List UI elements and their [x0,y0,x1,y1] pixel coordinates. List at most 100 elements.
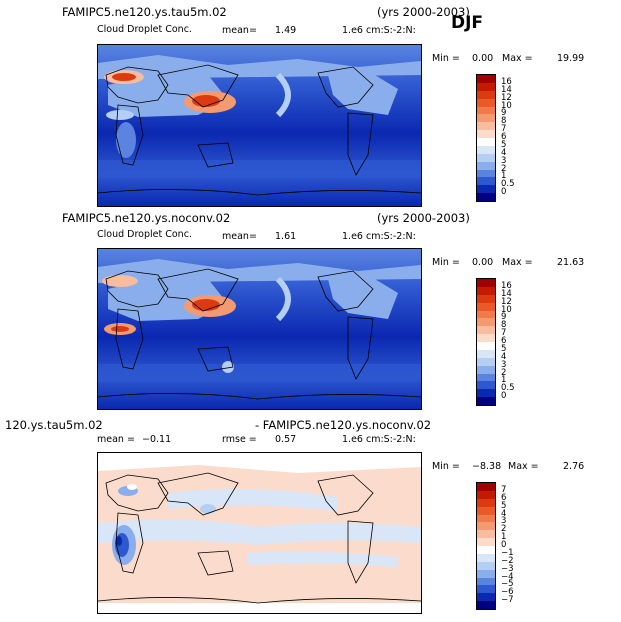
colorbar-tick-label: 2 [501,524,507,535]
colorbar-swatch [477,153,495,162]
colorbar-tick-label: 5 [501,343,507,354]
panel3-rmse-value: 0.57 [275,434,297,445]
colorbar-swatch [477,286,495,295]
colorbar-tick-label: 2 [501,367,507,378]
colorbar-swatch [477,342,495,350]
panel1-max-value: 19.99 [557,53,585,64]
panel2-var-name: Cloud Droplet Conc. [97,229,192,240]
colorbar-tick-label: 2 [501,163,507,174]
colorbar-swatch [477,279,495,287]
panel2-map [97,248,422,410]
colorbar-tick-label: 1 [501,375,507,386]
colorbar-tick-label: 6 [501,132,507,142]
colorbar-swatch [477,490,495,499]
panel1-case-title: FAMIPC5.ne120.ys.tau5m.02 [62,5,227,19]
colorbar-tick-label: 5 [501,500,507,511]
panel1-units: 1.e6 cm:S:-2:N: [342,25,416,36]
colorbar-tick-label: 3 [501,516,507,527]
panel3-rmse-label: rmse = [222,434,257,445]
colorbar-tick-label: 1 [501,171,507,182]
colorbar-swatch [477,601,495,609]
panel2-min-value: 0.00 [472,257,494,268]
colorbar-swatch [477,318,495,327]
panel2-years: (yrs 2000-2003) [377,211,470,225]
colorbar-swatch [477,585,495,594]
colorbar-swatch [477,98,495,107]
colorbar-tick-label: −4 [501,571,514,582]
colorbar-swatch [477,389,495,398]
colorbar-tick-label: 0.5 [501,179,515,190]
colorbar-tick-label: −5 [501,579,514,590]
colorbar-swatch [477,82,495,91]
colorbar-swatch [477,365,495,374]
colorbar-tick-label: −1 [501,547,514,558]
colorbar-tick-label: 16 [501,280,512,291]
panel3-min-value: −8.38 [472,461,502,472]
panel1-years: (yrs 2000-2003) [377,5,470,19]
colorbar-tick-label: 9 [501,108,507,119]
colorbar-swatch [477,561,495,570]
panel1-var-name: Cloud Droplet Conc. [97,24,192,35]
colorbar-swatch [477,169,495,178]
colorbar-tick-label: 12 [501,296,512,307]
colorbar-swatch [477,397,495,405]
colorbar-tick-label: −6 [501,587,514,598]
colorbar-swatch [477,326,495,335]
colorbar-swatch [477,130,495,138]
colorbar-tick-label: 12 [501,92,512,103]
colorbar-tick-label: −2 [501,555,514,566]
colorbar-tick-label: 0.5 [501,383,515,394]
colorbar-tick-label: 1 [501,532,507,543]
colorbar-tick-label: 0 [501,187,507,198]
panel2-mean-label: mean= [222,231,257,242]
colorbar-swatch [477,122,495,131]
colorbar-tick-label: 10 [501,304,512,315]
colorbar-swatch [477,334,495,342]
colorbar-swatch [477,553,495,562]
colorbar-swatch [477,138,495,146]
colorbar-swatch [477,145,495,154]
colorbar-swatch [477,302,495,311]
panel3-subtract-title: - FAMIPC5.ne120.ys.noconv.02 [255,418,432,432]
panel3-colorbar [476,482,496,610]
colorbar-tick-label: 9 [501,312,507,323]
colorbar-tick-label: 0 [501,391,507,402]
colorbar-swatch [477,310,495,319]
panel3-mean-value: −0.11 [142,434,172,445]
colorbar-tick-label: 7 [501,328,507,339]
season-label: DJF [451,13,484,33]
colorbar-swatch [477,185,495,194]
panel2-case-title: FAMIPC5.ne120.ys.noconv.02 [62,211,231,225]
colorbar-swatch [477,357,495,366]
colorbar-tick-label: 3 [501,359,507,370]
colorbar-swatch [477,294,495,303]
panel3-min-label: Min = [432,461,460,472]
panel1-min-label: Min = [432,53,460,64]
colorbar-tick-label: 0 [501,540,507,550]
colorbar-tick-label: 16 [501,76,512,87]
panel3-max-value: 2.76 [563,461,585,472]
colorbar-swatch [477,530,495,539]
colorbar-swatch [477,593,495,602]
colorbar-swatch [477,483,495,491]
colorbar-tick-label: 6 [501,492,507,503]
panel3-map [97,452,422,614]
colorbar-tick-label: 7 [501,484,507,495]
colorbar-swatch [477,522,495,531]
colorbar-tick-label: 4 [501,147,507,158]
colorbar-tick-label: −7 [501,595,514,606]
panel1-mean-value: 1.49 [275,25,297,36]
colorbar-swatch [477,498,495,507]
colorbar-swatch [477,90,495,99]
colorbar-swatch [477,546,495,554]
panel1-max-label: Max = [502,53,533,64]
panel3-mean-label: mean = [97,434,135,445]
colorbar-tick-label: 10 [501,100,512,111]
panel2-units: 1.e6 cm:S:-2:N: [342,231,416,242]
panel3-case-title: 120.ys.tau5m.02 [5,418,103,432]
colorbar-tick-label: 3 [501,155,507,166]
panel2-min-label: Min = [432,257,460,268]
colorbar-swatch [477,177,495,186]
panel2-max-label: Max = [502,257,533,268]
colorbar-swatch [477,381,495,390]
